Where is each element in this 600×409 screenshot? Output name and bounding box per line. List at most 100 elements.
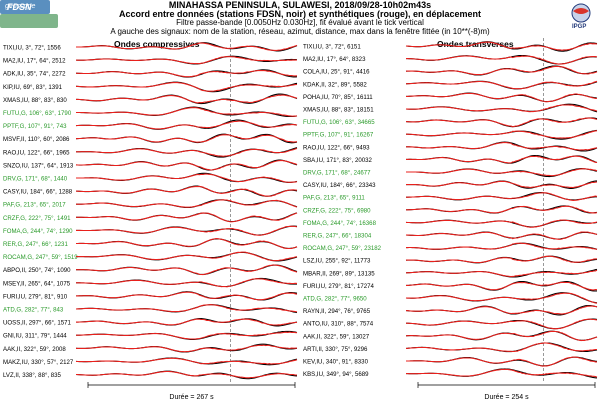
observed-trace xyxy=(76,291,298,301)
station-label: XMAS,IU, 88°, 83°, 18151 xyxy=(303,107,374,114)
observed-trace xyxy=(406,318,598,330)
station-label: AAK,II, 322°, 59°, 13027 xyxy=(303,333,370,340)
station-label: CRZF,G, 222°, 75°, 6980 xyxy=(303,207,371,214)
synthetic-trace xyxy=(76,264,298,276)
synthetic-trace xyxy=(75,82,298,92)
synthetic-trace xyxy=(76,278,298,288)
synthetic-trace xyxy=(76,251,298,262)
synthetic-trace xyxy=(405,231,598,240)
synthetic-trace xyxy=(75,304,298,313)
station-label: XMAS,IU, 88°, 83°, 830 xyxy=(3,97,67,104)
station-label: KDAK,II, 32°, 89°, 5582 xyxy=(303,81,367,88)
station-label: CRZF,G, 222°, 75°, 1491 xyxy=(3,215,71,222)
fdsn-logo: FDSN xyxy=(0,0,50,14)
station-label: MSEY,II, 265°, 64°, 1075 xyxy=(3,280,71,287)
station-label: RER,G, 247°, 66°, 1231 xyxy=(3,241,68,248)
station-label: RER,G, 247°, 66°, 18304 xyxy=(303,233,372,240)
synthetic-trace xyxy=(76,94,298,104)
synthetic-trace xyxy=(405,292,598,304)
synthetic-trace xyxy=(406,192,598,202)
panel-title-compressional: Ondes compressives xyxy=(114,39,200,49)
station-label: FOMA,G, 244°, 74°, 16368 xyxy=(303,220,377,227)
panel-compressional: TIXI,IU, 3°, 72°, 1556 MA2,IU, 17°, 64°, … xyxy=(3,39,298,401)
station-label: DRV,G, 171°, 68°, 24677 xyxy=(303,170,371,177)
synthetic-trace xyxy=(75,370,297,379)
synthetic-trace xyxy=(406,155,598,164)
station-label: FOMA,G, 244°, 74°, 1290 xyxy=(3,228,73,235)
synthetic-trace xyxy=(405,342,597,353)
synthetic-trace xyxy=(75,185,298,197)
station-label: DRV,G, 171°, 68°, 1440 xyxy=(3,176,68,183)
observed-trace xyxy=(76,172,298,183)
station-label: ROCAM,G, 247°, 59°, 1519 xyxy=(3,254,78,261)
synthetic-trace xyxy=(405,330,598,342)
station-label: MA2,IU, 17°, 64°, 8323 xyxy=(303,56,366,63)
figure-subtitle: Accord entre données (stations FDSN, noi… xyxy=(118,9,482,19)
synthetic-trace xyxy=(405,80,598,90)
synthetic-trace xyxy=(76,42,298,51)
duration-label: Durée = 254 s xyxy=(484,394,529,401)
observed-trace xyxy=(76,225,298,236)
synthetic-trace xyxy=(76,147,298,157)
observed-trace xyxy=(406,141,598,152)
synthetic-trace xyxy=(405,117,598,128)
synthetic-trace xyxy=(76,173,298,183)
synthetic-trace xyxy=(406,318,598,330)
synthetic-trace xyxy=(406,368,598,378)
station-label: PAF,G, 213°, 65°, 2017 xyxy=(3,202,66,209)
observed-trace xyxy=(406,192,597,201)
station-label: MAKZ,IU, 330°, 57°, 2127 xyxy=(3,359,74,366)
station-label: COLA,IU, 25°, 91°, 4416 xyxy=(303,69,370,76)
synthetic-trace xyxy=(76,318,298,326)
station-label: PAF,G, 213°, 65°, 9111 xyxy=(303,195,365,202)
station-label: GNI,IU, 311°, 79°, 1444 xyxy=(3,333,67,340)
station-label: ARTI,II, 330°, 75°, 9296 xyxy=(303,346,368,353)
observed-trace xyxy=(76,238,298,249)
synthetic-trace xyxy=(406,356,597,367)
observed-trace xyxy=(75,81,298,93)
synthetic-trace xyxy=(406,130,598,139)
synthetic-trace xyxy=(405,305,598,315)
synthetic-trace xyxy=(75,159,298,171)
station-label: AAK,II, 322°, 59°, 2008 xyxy=(3,346,66,353)
synthetic-trace xyxy=(76,225,298,236)
station-label: CASY,IU, 184°, 66°, 1288 xyxy=(3,189,73,196)
station-label: FURI,IU, 279°, 81°, 910 xyxy=(3,293,68,300)
synthetic-trace xyxy=(406,281,598,291)
observed-trace xyxy=(406,92,598,103)
observed-trace xyxy=(406,242,598,250)
synthetic-trace xyxy=(405,104,598,113)
station-label: CASY,IU, 184°, 66°, 23343 xyxy=(303,182,376,189)
filter-caption: Filtre passe-bande [0.0050Hz 0.030Hz], f… xyxy=(176,18,424,27)
station-label: ATD,G, 282°, 77°, 9650 xyxy=(303,296,367,303)
synthetic-trace xyxy=(405,41,598,51)
synthetic-trace xyxy=(76,331,298,340)
synthetic-trace xyxy=(406,242,598,250)
station-label: RAYN,II, 294°, 76°, 9765 xyxy=(303,308,371,315)
synthetic-trace xyxy=(406,269,598,278)
observed-trace xyxy=(405,65,598,76)
geoscope-logo: geoscope xyxy=(0,3,58,28)
synthetic-trace xyxy=(405,255,597,264)
observed-trace xyxy=(76,251,298,262)
station-label: ATD,G, 282°, 77°, 843 xyxy=(3,307,64,314)
station-label: ROCAM,G, 247°, 59°, 23182 xyxy=(303,245,382,252)
synthetic-trace xyxy=(76,212,298,223)
station-label: LVZ,II, 338°, 88°, 835 xyxy=(3,372,62,379)
station-label: MSVF,II, 110°, 60°, 2086 xyxy=(3,136,70,143)
panel-transverse: TIXI,IU, 3°, 72°, 6151 MA2,IU, 17°, 64°, … xyxy=(303,38,598,401)
station-label: RAO,IU, 122°, 66°, 1965 xyxy=(3,149,70,156)
synthetic-trace xyxy=(75,120,298,130)
synthetic-trace xyxy=(406,180,598,189)
station-label: FUTU,G, 106°, 63°, 34665 xyxy=(303,119,375,126)
synthetic-trace xyxy=(75,344,298,353)
synthetic-trace xyxy=(406,205,598,214)
station-label: ANTO,IU, 310°, 88°, 7574 xyxy=(303,321,374,328)
station-label: RAO,IU, 122°, 66°, 9493 xyxy=(303,144,370,151)
station-label: PPTF,G, 107°, 91°, 16267 xyxy=(303,132,374,139)
synthetic-trace xyxy=(76,237,298,250)
station-label: POHA,IU, 70°, 85°, 16111 xyxy=(303,94,373,101)
station-label: SNZO,IU, 137°, 64°, 1913 xyxy=(3,162,74,169)
synthetic-trace xyxy=(75,70,298,78)
